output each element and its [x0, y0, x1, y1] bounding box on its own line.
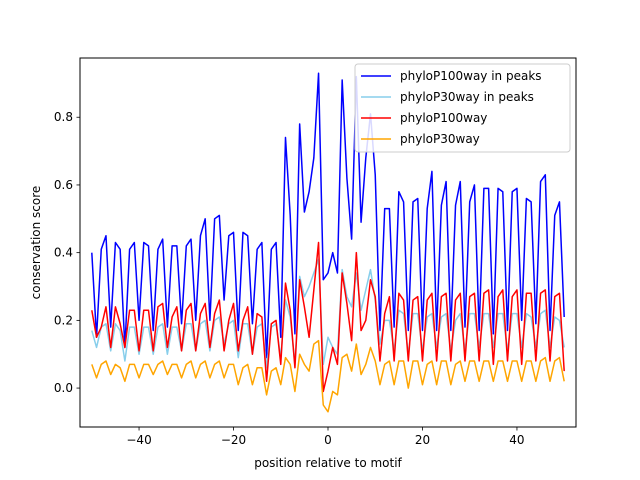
series-line-0 [91, 72, 565, 359]
x-axis: −40 −20 0 20 40 [126, 427, 525, 447]
series-layer [91, 72, 565, 413]
y-tick-label: 0.4 [54, 246, 73, 260]
y-tick-label: 0.6 [54, 178, 73, 192]
x-tick-label: 40 [509, 433, 524, 447]
x-tick-label: −40 [126, 433, 151, 447]
legend-label-2: phyloP100way [400, 111, 487, 125]
legend: phyloP100way in peaks phyloP30way in peak… [354, 63, 571, 153]
legend-label-0: phyloP100way in peaks [400, 69, 542, 83]
x-tick-label: 20 [415, 433, 430, 447]
series-line-1 [91, 258, 565, 369]
legend-label-1: phyloP30way in peaks [400, 90, 534, 104]
legend-box [354, 63, 571, 153]
series-line-2 [91, 241, 565, 393]
x-axis-label: position relative to motif [254, 456, 402, 470]
x-tick-label: −20 [221, 433, 246, 447]
legend-label-3: phyloP30way [400, 132, 480, 146]
y-tick-label: 0.2 [54, 313, 73, 327]
y-tick-label: 0.8 [54, 110, 73, 124]
x-tick-label: 0 [324, 433, 332, 447]
series-line-3 [91, 339, 565, 413]
y-axis: 0.0 0.2 0.4 0.6 0.8 [54, 110, 80, 395]
y-tick-label: 0.0 [54, 381, 73, 395]
y-axis-label: conservation score [29, 186, 43, 300]
